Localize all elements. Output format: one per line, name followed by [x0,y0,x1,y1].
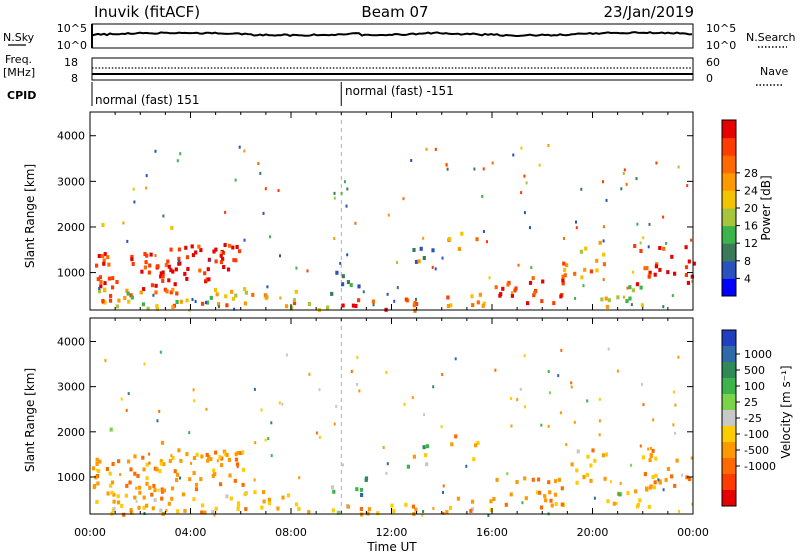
power-heatmap [95,144,696,313]
colorbar-tick-label: 100 [744,380,765,393]
freq-label-line1: Freq. [5,53,32,66]
x-tick-label: 00:00 [74,526,106,539]
nsky-label: N.Sky [3,31,35,44]
velocity-panel: 1000 2000 3000 4000 00:00 04:00 08:00 12:00 16:… [23,317,793,554]
power-colorbar: 4 8 12 16 20 24 28 [721,119,758,297]
power-x-axis [89,112,694,310]
x-tick-label: 20:00 [577,526,609,539]
nsky-trace [91,31,693,38]
velocity-x-axis: 00:00 04:00 08:00 12:00 16:00 20:00 00:00 [74,318,709,539]
colorbar-segment [722,243,736,262]
nsky-strip: N.Sky 10^5 10^0 10^5 10^0 N.Search [3,22,796,52]
cpid-label: CPID [7,89,36,102]
freq-label-line2: [MHz] [3,66,35,79]
colorbar-segment [722,120,736,139]
colorbar-segment [722,394,736,411]
colorbar-segment [722,490,736,507]
velocity-colorbar: 1000 500 100 25 -25 -100 -500 -1000 [721,329,776,507]
nsky-tick-high: 10^5 [57,22,87,35]
cpid-segment-1: normal (fast) 151 [95,93,199,107]
y-tick-label: 1000 [57,267,85,280]
cpid-segment-2: normal (fast) -151 [345,84,454,98]
colorbar-segment [722,190,736,209]
x-tick-label: 08:00 [275,526,307,539]
colorbar-segment [722,378,736,395]
colorbar-tick-label: 20 [744,202,758,215]
colorbar-segment [722,137,736,156]
colorbar-tick-label: 12 [744,237,758,250]
colorbar-segment [722,410,736,427]
x-tick-label: 16:00 [476,526,508,539]
freq-tick-low: 8 [71,72,78,85]
freq-tick-high: 18 [64,56,78,69]
colorbar-tick-label: 24 [744,184,758,197]
beam-title: Beam 07 [361,3,428,21]
y-tick-label: 3000 [57,175,85,188]
colorbar-tick-label: -1000 [744,460,776,473]
nave-label: Nave [760,65,788,78]
colorbar-segment [722,208,736,227]
nsearch-label: N.Search [746,31,796,44]
colorbar-segment [722,458,736,475]
colorbar-tick-label: -100 [744,428,769,441]
x-tick-label: 04:00 [175,526,207,539]
velocity-heatmap [92,347,694,517]
station-title: Inuvik (fitACF) [94,3,200,21]
y-tick-label: 1000 [57,471,85,484]
colorbar-segment [722,330,736,347]
colorbar-tick-label: 8 [744,255,751,268]
power-panel: 1000 2000 3000 4000 Slant Range [km] 4 8 12 16… [23,111,773,313]
colorbar-segment [722,474,736,491]
power-y-axis: 1000 2000 3000 4000 [57,130,693,280]
colorbar-segment [722,278,736,297]
y-tick-label: 4000 [57,130,85,143]
x-tick-label: 00:00 [677,526,709,539]
colorbar-tick-label: 500 [744,364,765,377]
power-colorbar-label: Power [dB] [759,175,773,240]
colorbar-segment [722,172,736,191]
y-tick-label: 3000 [57,381,85,394]
colorbar-tick-label: 1000 [744,348,772,361]
colorbar-tick-label: -500 [744,444,769,457]
y-tick-label: 2000 [57,221,85,234]
colorbar-segment [722,346,736,363]
colorbar-segment [722,442,736,459]
y-tick-label: 2000 [57,426,85,439]
date-title: 23/Jan/2019 [604,3,695,21]
colorbar-segment [722,426,736,443]
colorbar-tick-label: 28 [744,167,758,180]
nsky-tick-low: 10^0 [57,39,87,52]
nave-tick-low: 0 [706,72,713,85]
power-ylabel: Slant Range [km] [23,164,37,268]
colorbar-tick-label: -25 [744,412,762,425]
nave-tick-high: 60 [706,56,720,69]
velocity-y-axis: 1000 2000 3000 4000 [57,335,693,484]
nsearch-tick-low: 10^0 [706,39,736,52]
cpid-strip: CPID normal (fast) 151 normal (fast) -15… [7,82,454,107]
colorbar-segment [722,260,736,279]
y-tick-label: 4000 [57,335,85,348]
colorbar-tick-label: 4 [744,272,751,285]
colorbar-tick-label: 16 [744,220,758,233]
velocity-colorbar-label: Velocity [m s⁻¹] [779,365,793,458]
colorbar-segment [722,225,736,244]
colorbar-tick-label: 25 [744,396,758,409]
colorbar-segment [722,155,736,174]
nsearch-tick-high: 10^5 [706,22,736,35]
velocity-xlabel: Time UT [366,540,417,554]
freq-strip: Freq. [MHz] 18 8 60 0 Nave [3,53,788,86]
velocity-ylabel: Slant Range [km] [23,368,37,472]
colorbar-segment [722,362,736,379]
x-tick-label: 12:00 [376,526,408,539]
